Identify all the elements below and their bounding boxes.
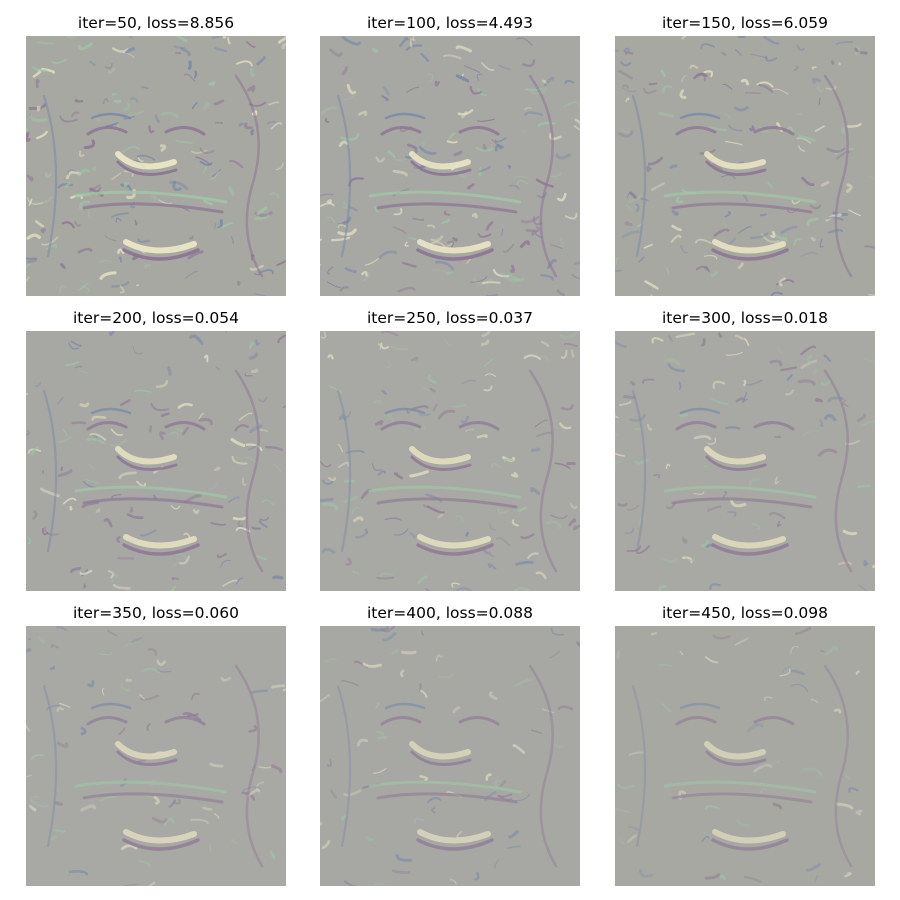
panel-iter-450: iter=450, loss=0.098 (615, 602, 875, 886)
panel-title: iter=400, loss=0.088 (366, 604, 534, 622)
feature-visualization-image (320, 331, 580, 591)
panel-title: iter=200, loss=0.054 (72, 309, 240, 327)
panel-title: iter=150, loss=6.059 (661, 14, 829, 32)
panel-iter-100: iter=100, loss=4.493 (320, 12, 580, 296)
panel-iter-50: iter=50, loss=8.856 (26, 12, 286, 296)
feature-visualization-image (26, 626, 286, 886)
panel-title: iter=450, loss=0.098 (661, 604, 829, 622)
feature-visualization-image (615, 626, 875, 886)
panel-iter-350: iter=350, loss=0.060 (26, 602, 286, 886)
panel-iter-150: iter=150, loss=6.059 (615, 12, 875, 296)
feature-visualization-image (320, 36, 580, 296)
panel-title: iter=100, loss=4.493 (366, 14, 534, 32)
feature-visualization-image (320, 626, 580, 886)
feature-visualization-image (615, 36, 875, 296)
feature-visualization-image (26, 331, 286, 591)
panel-title: iter=250, loss=0.037 (366, 309, 534, 327)
feature-visualization-image (615, 331, 875, 591)
panel-iter-300: iter=300, loss=0.018 (615, 307, 875, 591)
panel-title: iter=50, loss=8.856 (77, 14, 235, 32)
panel-iter-400: iter=400, loss=0.088 (320, 602, 580, 886)
panel-title: iter=350, loss=0.060 (72, 604, 240, 622)
panel-iter-200: iter=200, loss=0.054 (26, 307, 286, 591)
panel-title: iter=300, loss=0.018 (661, 309, 829, 327)
panel-iter-250: iter=250, loss=0.037 (320, 307, 580, 591)
feature-visualization-image (26, 36, 286, 296)
